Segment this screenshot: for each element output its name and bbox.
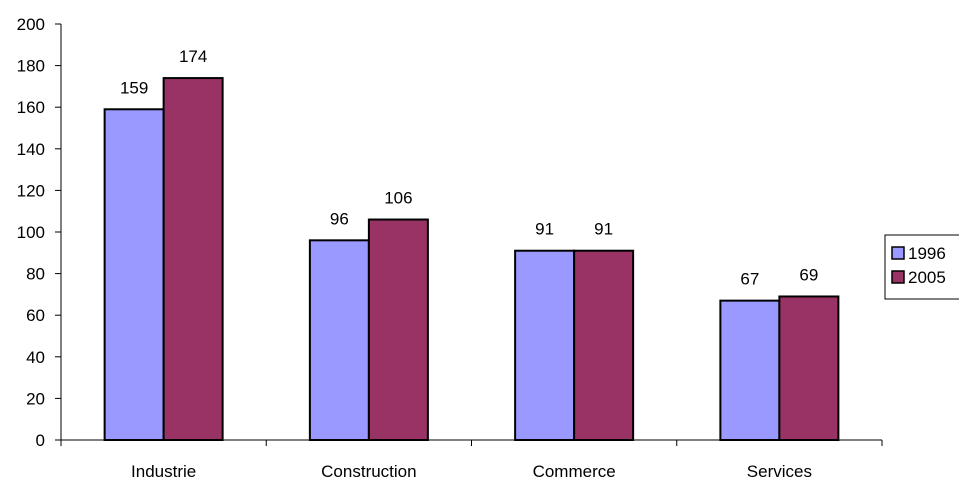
bar-1996-industrie	[103, 108, 165, 441]
y-tick-label-0: 0	[36, 431, 45, 450]
labels-layer: 159 174 Industrie 96 106 Construction 91 91 Comm…	[120, 47, 818, 479]
y-tick-label-60: 60	[26, 306, 45, 325]
data-label-2005-industrie: 174	[179, 47, 207, 66]
bar-2005-construction	[367, 218, 429, 441]
legend-label-2005: 2005	[908, 268, 946, 287]
data-label-1996-services: 67	[740, 270, 759, 289]
bar-2005-commerce	[573, 249, 635, 441]
data-label-2005-commerce: 91	[594, 220, 613, 239]
y-tick-label-140: 140	[17, 140, 45, 159]
bar-1996-services	[719, 299, 781, 442]
legend-box	[884, 234, 959, 300]
bar-2005-services	[778, 295, 840, 442]
bar-1996-construction	[308, 239, 370, 441]
data-label-1996-commerce: 91	[535, 220, 554, 239]
y-tick-label-120: 120	[17, 181, 45, 200]
category-label-industrie: Industrie	[131, 462, 196, 479]
data-label-2005-services: 69	[799, 265, 818, 284]
bars-layer	[103, 77, 840, 442]
legend-swatch-1996	[891, 246, 905, 260]
bar-2005-industrie	[162, 77, 224, 442]
category-label-construction: Construction	[321, 462, 416, 479]
y-tick-label-200: 200	[17, 15, 45, 34]
legend-swatch-2005	[891, 270, 905, 284]
category-label-commerce: Commerce	[533, 462, 616, 479]
data-label-1996-construction: 96	[330, 209, 349, 228]
y-tick-label-40: 40	[26, 348, 45, 367]
data-label-1996-industrie: 159	[120, 78, 148, 97]
category-label-services: Services	[747, 462, 812, 479]
y-tick-label-20: 20	[26, 389, 45, 408]
legend: 1996 2005	[884, 234, 959, 300]
legend-label-1996: 1996	[908, 244, 946, 263]
bar-1996-commerce	[514, 249, 576, 441]
y-tick-label-180: 180	[17, 57, 45, 76]
axes-layer: 0 20 40 60 80 100 120 140 160 180 200	[17, 15, 883, 450]
y-tick-label-80: 80	[26, 265, 45, 284]
y-tick-label-160: 160	[17, 98, 45, 117]
y-tick-label-100: 100	[17, 223, 45, 242]
data-label-2005-construction: 106	[384, 189, 412, 208]
